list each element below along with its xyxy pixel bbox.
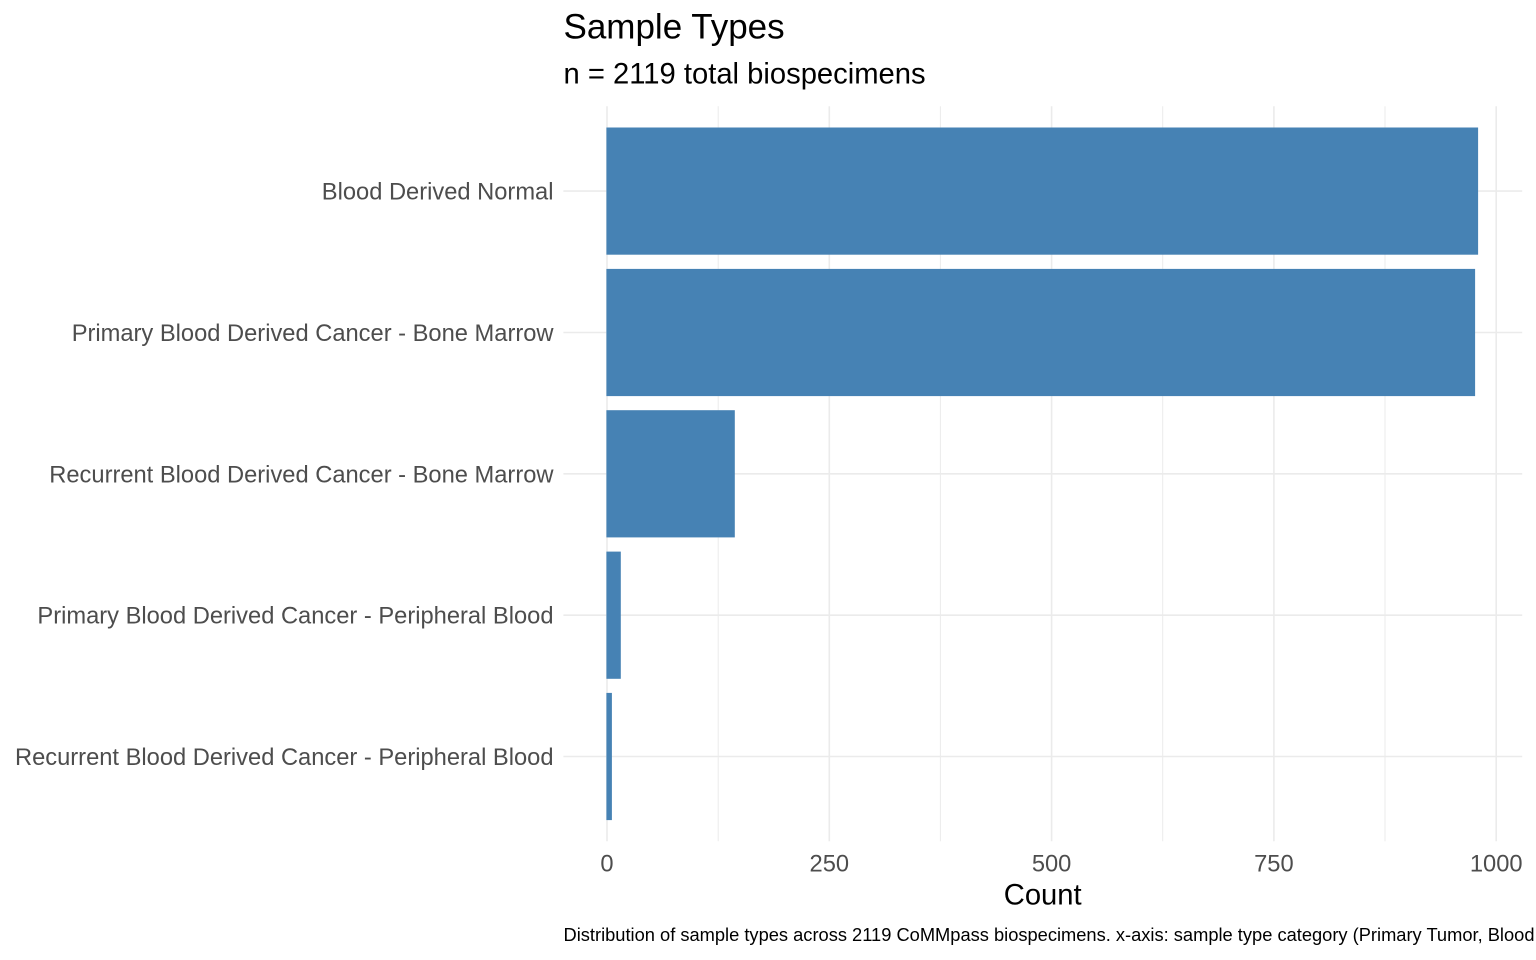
svg-text:Primary Blood Derived Cancer -: Primary Blood Derived Cancer - Bone Marr… <box>72 321 555 347</box>
svg-text:Sample Types: Sample Types <box>564 8 785 47</box>
svg-text:Count: Count <box>1004 880 1082 912</box>
svg-text:500: 500 <box>1032 852 1072 878</box>
svg-text:Recurrent Blood Derived Cancer: Recurrent Blood Derived Cancer - Bone Ma… <box>49 462 554 488</box>
svg-text:250: 250 <box>810 852 850 878</box>
svg-text:Blood Derived Normal: Blood Derived Normal <box>322 180 554 206</box>
svg-text:n = 2119 total biospecimens: n = 2119 total biospecimens <box>564 59 926 91</box>
svg-text:0: 0 <box>600 852 613 878</box>
svg-text:Distribution of sample types a: Distribution of sample types across 2119… <box>564 924 1536 945</box>
svg-text:750: 750 <box>1254 852 1294 878</box>
svg-text:1000: 1000 <box>1470 852 1523 878</box>
svg-text:Primary Blood Derived Cancer -: Primary Blood Derived Cancer - Periphera… <box>37 604 553 630</box>
svg-text:Recurrent Blood Derived Cancer: Recurrent Blood Derived Cancer - Periphe… <box>15 745 554 771</box>
